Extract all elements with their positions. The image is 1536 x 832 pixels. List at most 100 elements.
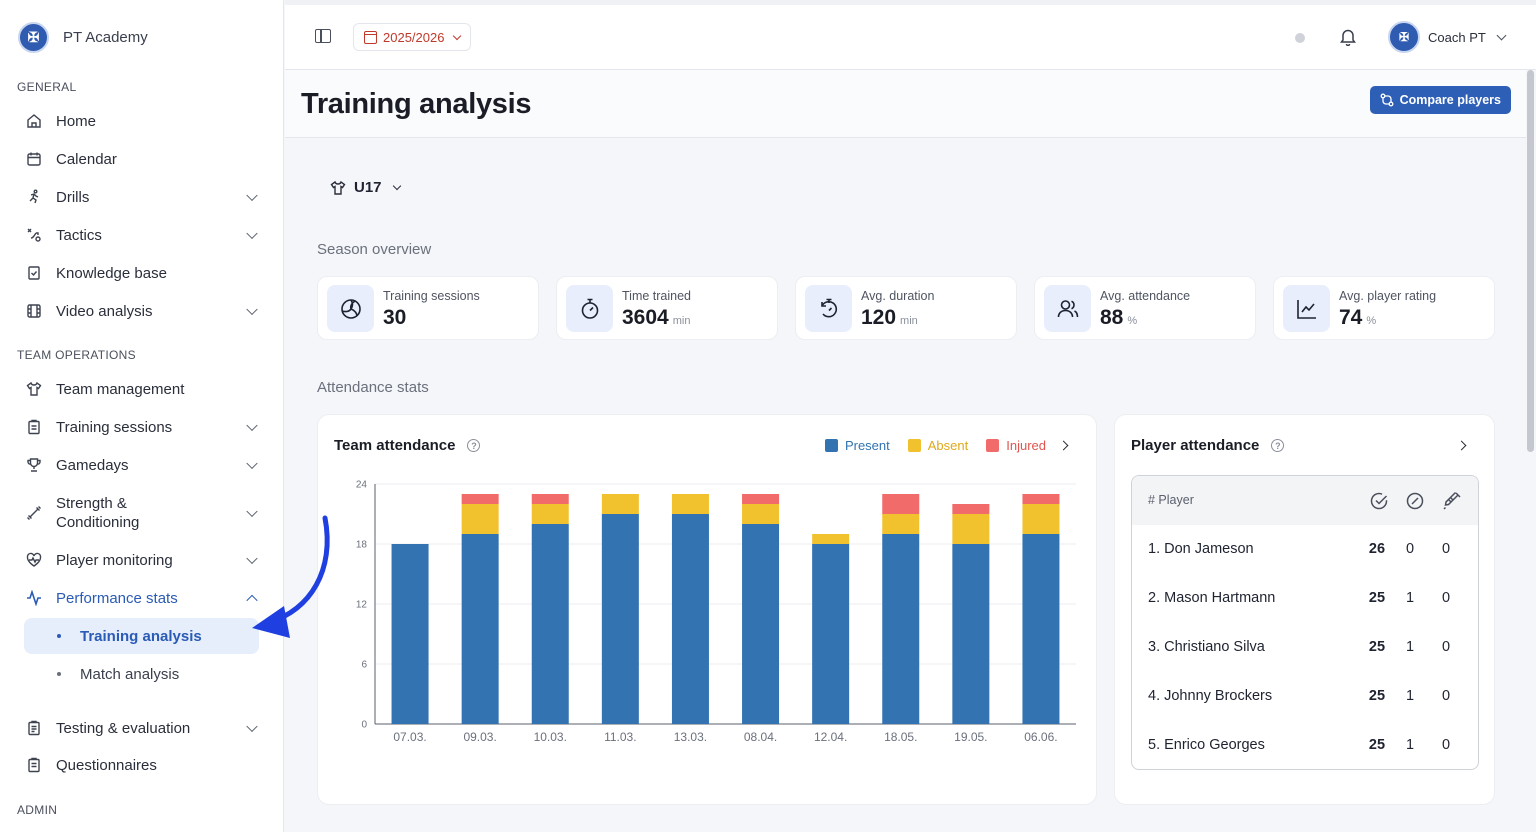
x-tick-label: 18.05. xyxy=(884,730,917,744)
chevron-down-icon xyxy=(246,227,258,240)
help-icon[interactable]: ? xyxy=(1271,439,1285,452)
sidebar-item-team-management[interactable]: Team management xyxy=(24,372,260,406)
card-title: Team attendance ? xyxy=(334,437,481,454)
page-header: Training analysis Compare players xyxy=(285,70,1526,138)
player-name: 1. Don Jameson xyxy=(1148,541,1254,557)
help-icon[interactable]: ? xyxy=(467,439,481,452)
sidebar-item-label: Drills xyxy=(56,188,90,206)
legend-label: Present xyxy=(844,438,890,453)
chevron-down-icon xyxy=(246,457,258,470)
bar-injured xyxy=(461,494,499,504)
y-tick-label: 24 xyxy=(356,480,368,491)
table-row[interactable]: 1. Don Jameson 26 0 0 xyxy=(1132,525,1478,573)
legend-swatch xyxy=(824,439,838,452)
sidebar-item-label: Video analysis xyxy=(56,302,153,320)
sidebar-item-label: Player monitoring xyxy=(56,551,173,569)
trophy-icon xyxy=(26,457,42,473)
absent-count: 1 xyxy=(1405,737,1415,753)
bar-absent xyxy=(531,504,569,524)
annotation-arrow xyxy=(252,515,330,638)
sidebar-item-label: Performance stats xyxy=(56,589,178,607)
shirt-icon xyxy=(330,180,346,195)
sidebar-item-label: Home xyxy=(56,112,97,130)
status-indicator xyxy=(1295,33,1305,43)
injured-count: 0 xyxy=(1441,639,1451,655)
timer-icon xyxy=(805,285,852,332)
user-menu[interactable]: ✠ Coach PT xyxy=(1388,21,1507,53)
bell-icon[interactable] xyxy=(1340,28,1356,51)
table-row[interactable]: 3. Christiano Silva 25 1 0 xyxy=(1132,623,1478,671)
brand-name: PT Academy xyxy=(63,29,148,46)
y-tick-label: 6 xyxy=(361,660,367,671)
chevron-down-icon xyxy=(1496,30,1507,40)
sidebar-item-home[interactable]: Home xyxy=(24,104,260,138)
syringe-icon[interactable] xyxy=(1442,491,1462,511)
player-name: 4. Johnny Brockers xyxy=(1148,688,1273,704)
sidebar-subitem-match-analysis[interactable]: Match analysis xyxy=(24,656,259,692)
compare-players-button[interactable]: Compare players xyxy=(1369,86,1511,114)
film-icon xyxy=(26,303,42,319)
sidebar-item-strength-conditioning[interactable]: Strength & Conditioning xyxy=(24,491,260,535)
sidebar-item-drills[interactable]: Drills xyxy=(24,180,260,214)
user-name: Coach PT xyxy=(1428,29,1486,45)
slash-circle-icon[interactable] xyxy=(1405,491,1425,511)
sidebar-item-performance-stats[interactable]: Performance stats xyxy=(24,581,260,615)
bar-present xyxy=(601,514,639,724)
player-name: 3. Christiano Silva xyxy=(1148,639,1265,655)
check-circle-icon[interactable] xyxy=(1369,491,1389,511)
present-count: 25 xyxy=(1368,737,1386,753)
season-label: 2025/2026 xyxy=(383,29,445,45)
sidebar-item-tactics[interactable]: Tactics xyxy=(24,218,260,252)
sidebar-toggle-icon[interactable] xyxy=(315,29,331,43)
sidebar-subitem-training-analysis[interactable]: Training analysis xyxy=(24,618,259,654)
sidebar-item-testing-evaluation[interactable]: Testing & evaluation xyxy=(24,711,260,745)
injured-count: 0 xyxy=(1441,590,1451,606)
stat-value: 30 xyxy=(383,306,407,329)
legend-item-absent[interactable]: Absent xyxy=(907,438,968,453)
chart-legend: Present Absent Injured xyxy=(824,438,1046,453)
chevron-right-icon[interactable] xyxy=(1456,440,1467,451)
bar-absent xyxy=(882,514,920,534)
stat-card-time-trained: Time trained 3604 min xyxy=(556,276,778,340)
team-selector[interactable]: U17 xyxy=(330,179,401,196)
table-row[interactable]: 5. Enrico Georges 25 1 0 xyxy=(1132,721,1478,769)
x-tick-label: 07.03. xyxy=(393,730,426,744)
scrollbar[interactable] xyxy=(1527,70,1534,452)
stat-label: Time trained xyxy=(622,289,692,303)
stat-label: Training sessions xyxy=(383,289,480,303)
bar-present xyxy=(952,544,990,724)
brand[interactable]: ✠ PT Academy xyxy=(18,22,148,53)
legend-swatch xyxy=(986,439,1000,452)
sidebar-item-knowledge-base[interactable]: Knowledge base xyxy=(24,256,260,290)
bar-absent xyxy=(952,514,990,544)
book-check-icon xyxy=(26,265,42,281)
table-row[interactable]: 4. Johnny Brockers 25 1 0 xyxy=(1132,672,1478,720)
y-tick-label: 12 xyxy=(356,600,368,611)
table-row[interactable]: 2. Mason Hartmann 25 1 0 xyxy=(1132,574,1478,622)
bar-present xyxy=(1022,534,1060,724)
ball-icon xyxy=(327,285,374,332)
attendance-stats-heading: Attendance stats xyxy=(317,379,429,396)
injured-count: 0 xyxy=(1441,737,1451,753)
chevron-down-icon xyxy=(246,303,258,316)
x-tick-label: 13.03. xyxy=(674,730,707,744)
sidebar-item-label: Testing & evaluation xyxy=(56,719,191,737)
clipboard-icon xyxy=(26,419,42,435)
sidebar-item-label: Calendar xyxy=(56,150,117,168)
sidebar-item-questionnaires[interactable]: Questionnaires xyxy=(24,748,260,782)
chevron-down-icon xyxy=(246,189,258,202)
stat-card-avg-player-rating: Avg. player rating 74% xyxy=(1273,276,1495,340)
absent-count: 0 xyxy=(1405,541,1415,557)
legend-label: Injured xyxy=(1006,438,1046,453)
sidebar-item-gamedays[interactable]: Gamedays xyxy=(24,448,260,482)
sidebar-item-video-analysis[interactable]: Video analysis xyxy=(24,294,260,328)
bar-present xyxy=(531,524,569,724)
sidebar-item-training-sessions[interactable]: Training sessions xyxy=(24,410,260,444)
compare-icon xyxy=(1380,93,1394,107)
legend-item-injured[interactable]: Injured xyxy=(986,438,1046,453)
sidebar-item-calendar[interactable]: Calendar xyxy=(24,142,260,176)
legend-item-present[interactable]: Present xyxy=(824,438,890,453)
season-selector[interactable]: 2025/2026 xyxy=(353,23,472,51)
sidebar-item-player-monitoring[interactable]: Player monitoring xyxy=(24,543,260,577)
home-icon xyxy=(26,113,42,129)
